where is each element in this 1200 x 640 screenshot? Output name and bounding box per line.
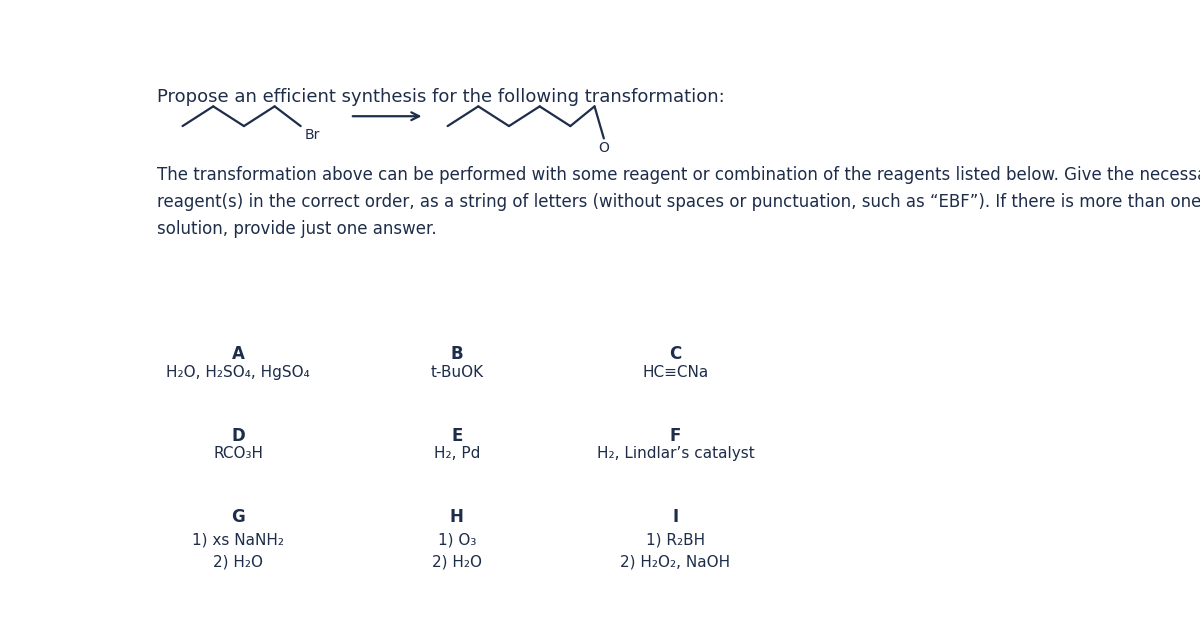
Text: G: G xyxy=(232,508,245,526)
Text: t-BuOK: t-BuOK xyxy=(431,365,484,380)
Text: O: O xyxy=(599,141,610,155)
Text: Propose an efficient synthesis for the following transformation:: Propose an efficient synthesis for the f… xyxy=(157,88,725,106)
Text: 1) xs NaNH₂
2) H₂O: 1) xs NaNH₂ 2) H₂O xyxy=(192,532,284,569)
Text: F: F xyxy=(670,427,682,445)
Text: C: C xyxy=(670,346,682,364)
Text: 1) O₃
2) H₂O: 1) O₃ 2) H₂O xyxy=(432,532,482,569)
Text: H₂, Lindlar’s catalyst: H₂, Lindlar’s catalyst xyxy=(596,447,755,461)
Text: D: D xyxy=(232,427,245,445)
Text: H₂O, H₂SO₄, HgSO₄: H₂O, H₂SO₄, HgSO₄ xyxy=(167,365,311,380)
Text: RCO₃H: RCO₃H xyxy=(214,447,263,461)
Text: E: E xyxy=(451,427,462,445)
Text: 1) R₂BH
2) H₂O₂, NaOH: 1) R₂BH 2) H₂O₂, NaOH xyxy=(620,532,731,569)
Text: H: H xyxy=(450,508,464,526)
Text: I: I xyxy=(672,508,678,526)
Text: Br: Br xyxy=(305,127,319,141)
Text: H₂, Pd: H₂, Pd xyxy=(433,447,480,461)
Text: The transformation above can be performed with some reagent or combination of th: The transformation above can be performe… xyxy=(157,166,1200,237)
Text: HC≡CNa: HC≡CNa xyxy=(642,365,708,380)
Text: A: A xyxy=(232,346,245,364)
Text: B: B xyxy=(450,346,463,364)
